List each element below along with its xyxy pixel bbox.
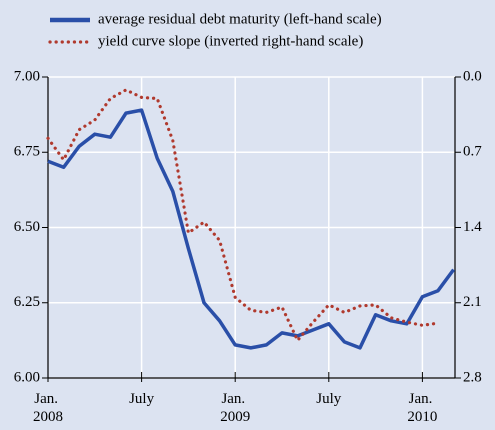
- y-tick-label: 6.75: [14, 144, 40, 160]
- legend-label: yield curve slope (inverted right-hand s…: [98, 33, 363, 49]
- x-tick-label: Jan. 2009: [220, 391, 250, 425]
- y-tick-label: 6.00: [14, 369, 40, 385]
- y2-tick-label: 0.0: [463, 68, 482, 84]
- x-tick-label: Jan. 2010: [407, 391, 437, 425]
- y2-tick-label: 1.4: [463, 219, 482, 235]
- y-tick-label: 7.00: [14, 68, 40, 84]
- x-tick-label: July: [129, 391, 155, 407]
- y-tick-label: 6.25: [14, 294, 40, 310]
- legend: average residual debt maturity (left-han…: [48, 11, 382, 49]
- series-line: [46, 88, 440, 344]
- legend-label: average residual debt maturity (left-han…: [98, 11, 382, 27]
- y2-tick-label: 2.8: [463, 369, 482, 385]
- x-tick-label: July: [316, 391, 342, 407]
- series-line: [47, 108, 456, 350]
- x-tick-label: Jan. 2008: [33, 391, 63, 425]
- y2-tick-label: 2.1: [463, 294, 482, 310]
- y-tick-label: 6.50: [14, 219, 40, 235]
- y2-tick-label: 0.7: [463, 144, 482, 160]
